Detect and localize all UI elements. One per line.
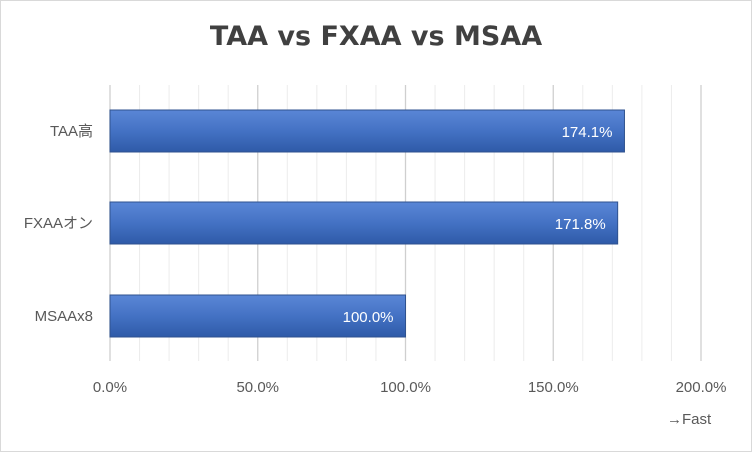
bar xyxy=(109,109,625,153)
bar-value-label: 100.0% xyxy=(343,309,394,326)
category-label: TAA高 xyxy=(50,123,93,140)
bar-value-label: 171.8% xyxy=(555,216,606,233)
x-tick-label: 200.0% xyxy=(676,379,727,396)
category-label: MSAAx8 xyxy=(35,308,93,325)
chart-title: TAA vs FXAA vs MSAA xyxy=(209,21,543,52)
x-tick-label: 100.0% xyxy=(380,379,431,396)
x-tick-label: 50.0% xyxy=(236,379,279,396)
bar-value-label: 174.1% xyxy=(562,124,613,141)
bar xyxy=(109,201,619,245)
x-axis-note: →Fast xyxy=(667,411,712,428)
bar xyxy=(109,294,406,338)
x-tick-label: 0.0% xyxy=(93,379,127,396)
category-label: FXAAオン xyxy=(24,215,93,232)
x-tick-label: 150.0% xyxy=(528,379,579,396)
